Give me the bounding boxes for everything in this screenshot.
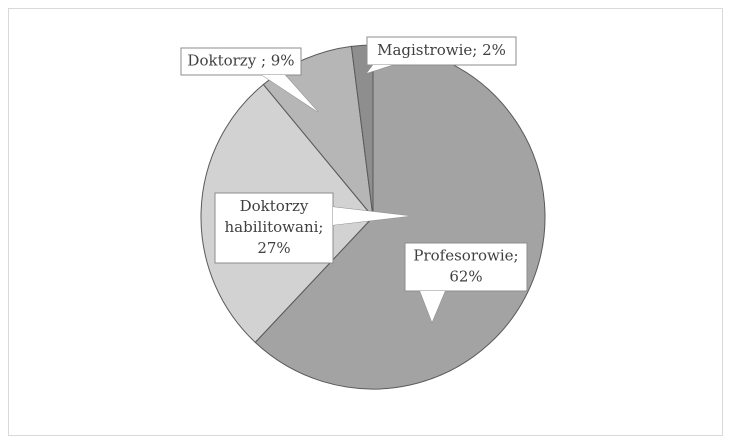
callout-box [404, 242, 528, 292]
data-label: Doktorzy ; 9% [187, 52, 294, 70]
data-label: Magistrowie; 2% [377, 41, 506, 59]
data-label: 27% [257, 239, 290, 257]
callout-box [214, 192, 334, 264]
data-label: Profesorowie; [413, 247, 518, 265]
callout-pointer-fill [420, 291, 445, 322]
callout-pointer-fill [262, 75, 318, 112]
callout-box [366, 36, 517, 66]
callout-pointer-fill [367, 65, 392, 73]
callout-box [180, 47, 302, 76]
data-label: 62% [449, 268, 482, 286]
data-label: habilitowani; [225, 218, 324, 236]
data-label: Doktorzy [240, 197, 309, 215]
callout-pointer-fill [333, 207, 410, 225]
